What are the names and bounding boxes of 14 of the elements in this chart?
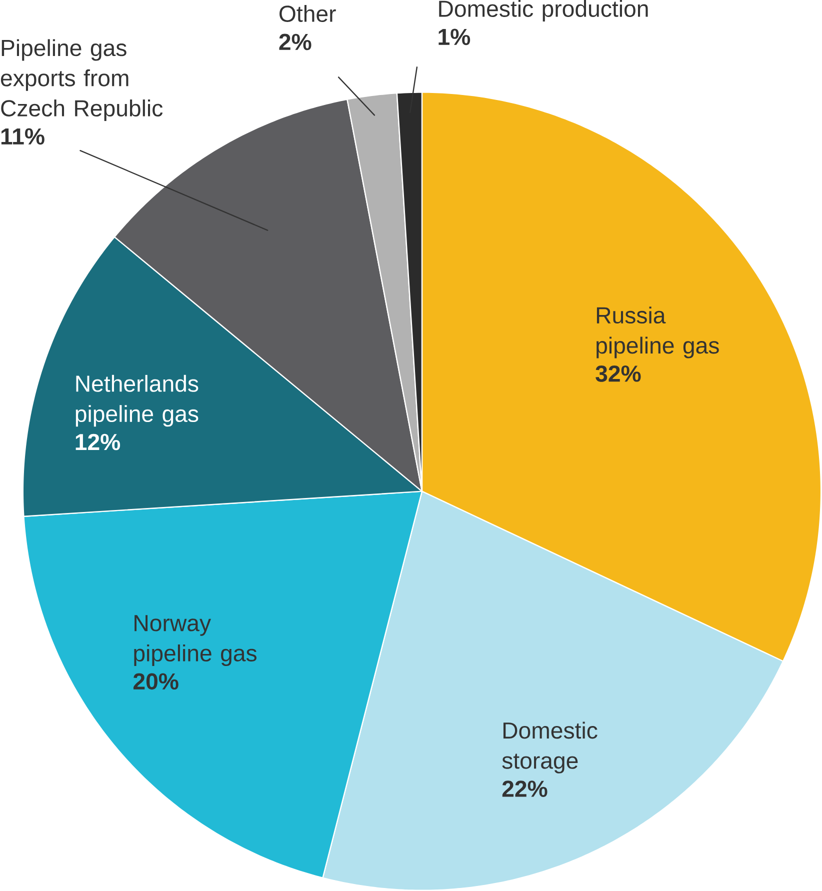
- data-label: 2%: [279, 34, 312, 50]
- data-label: 12%: [76, 434, 120, 450]
- slice-label: Other: [280, 5, 336, 22]
- slice-label: Norway pipeline gas: [134, 615, 257, 666]
- data-label: 11%: [2, 128, 45, 145]
- data-label: 1%: [438, 28, 470, 46]
- data-label: 32%: [596, 365, 641, 382]
- slice-label: Domestic storage: [502, 722, 598, 774]
- slice-label: Netherlands pipeline gas: [76, 374, 198, 427]
- data-label: 22%: [502, 780, 548, 797]
- slice-label: Russia pipeline gas: [596, 306, 720, 358]
- slice-label: Pipeline gas exports from Czech Republic: [1, 39, 163, 122]
- data-label: 20%: [134, 673, 179, 690]
- slice-label: Domestic production: [439, 0, 648, 22]
